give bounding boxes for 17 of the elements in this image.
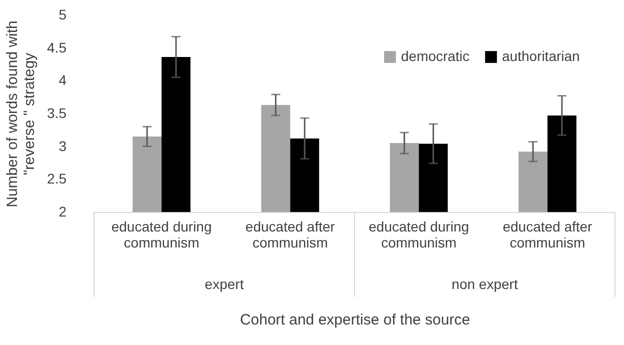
x-tick-label: educated during communism: [111, 218, 212, 250]
x-tick-label: educated during communism: [368, 218, 470, 250]
y-tick-label: 4: [58, 72, 67, 88]
y-axis-title: Number of words found with "reverse " strategy: [4, 20, 38, 208]
y-tick-label: 5: [58, 6, 67, 22]
y-tick-label: 2: [58, 204, 67, 220]
legend-label: democratic: [401, 48, 470, 64]
y-tick-label: 3.5: [47, 105, 67, 121]
legend-label: authoritarian: [502, 48, 580, 64]
y-tick-label: 2.5: [47, 170, 67, 187]
y-tick-label: 4.5: [47, 39, 67, 56]
text: expert: [204, 276, 244, 292]
y-tick-label: 3: [58, 138, 67, 154]
text: non expert: [452, 276, 518, 292]
x-axis-title: Cohort and expertise of the source: [240, 312, 470, 328]
x-tick-label: educated after communism: [245, 218, 336, 250]
x-tick-label: educated after communism: [502, 218, 593, 250]
